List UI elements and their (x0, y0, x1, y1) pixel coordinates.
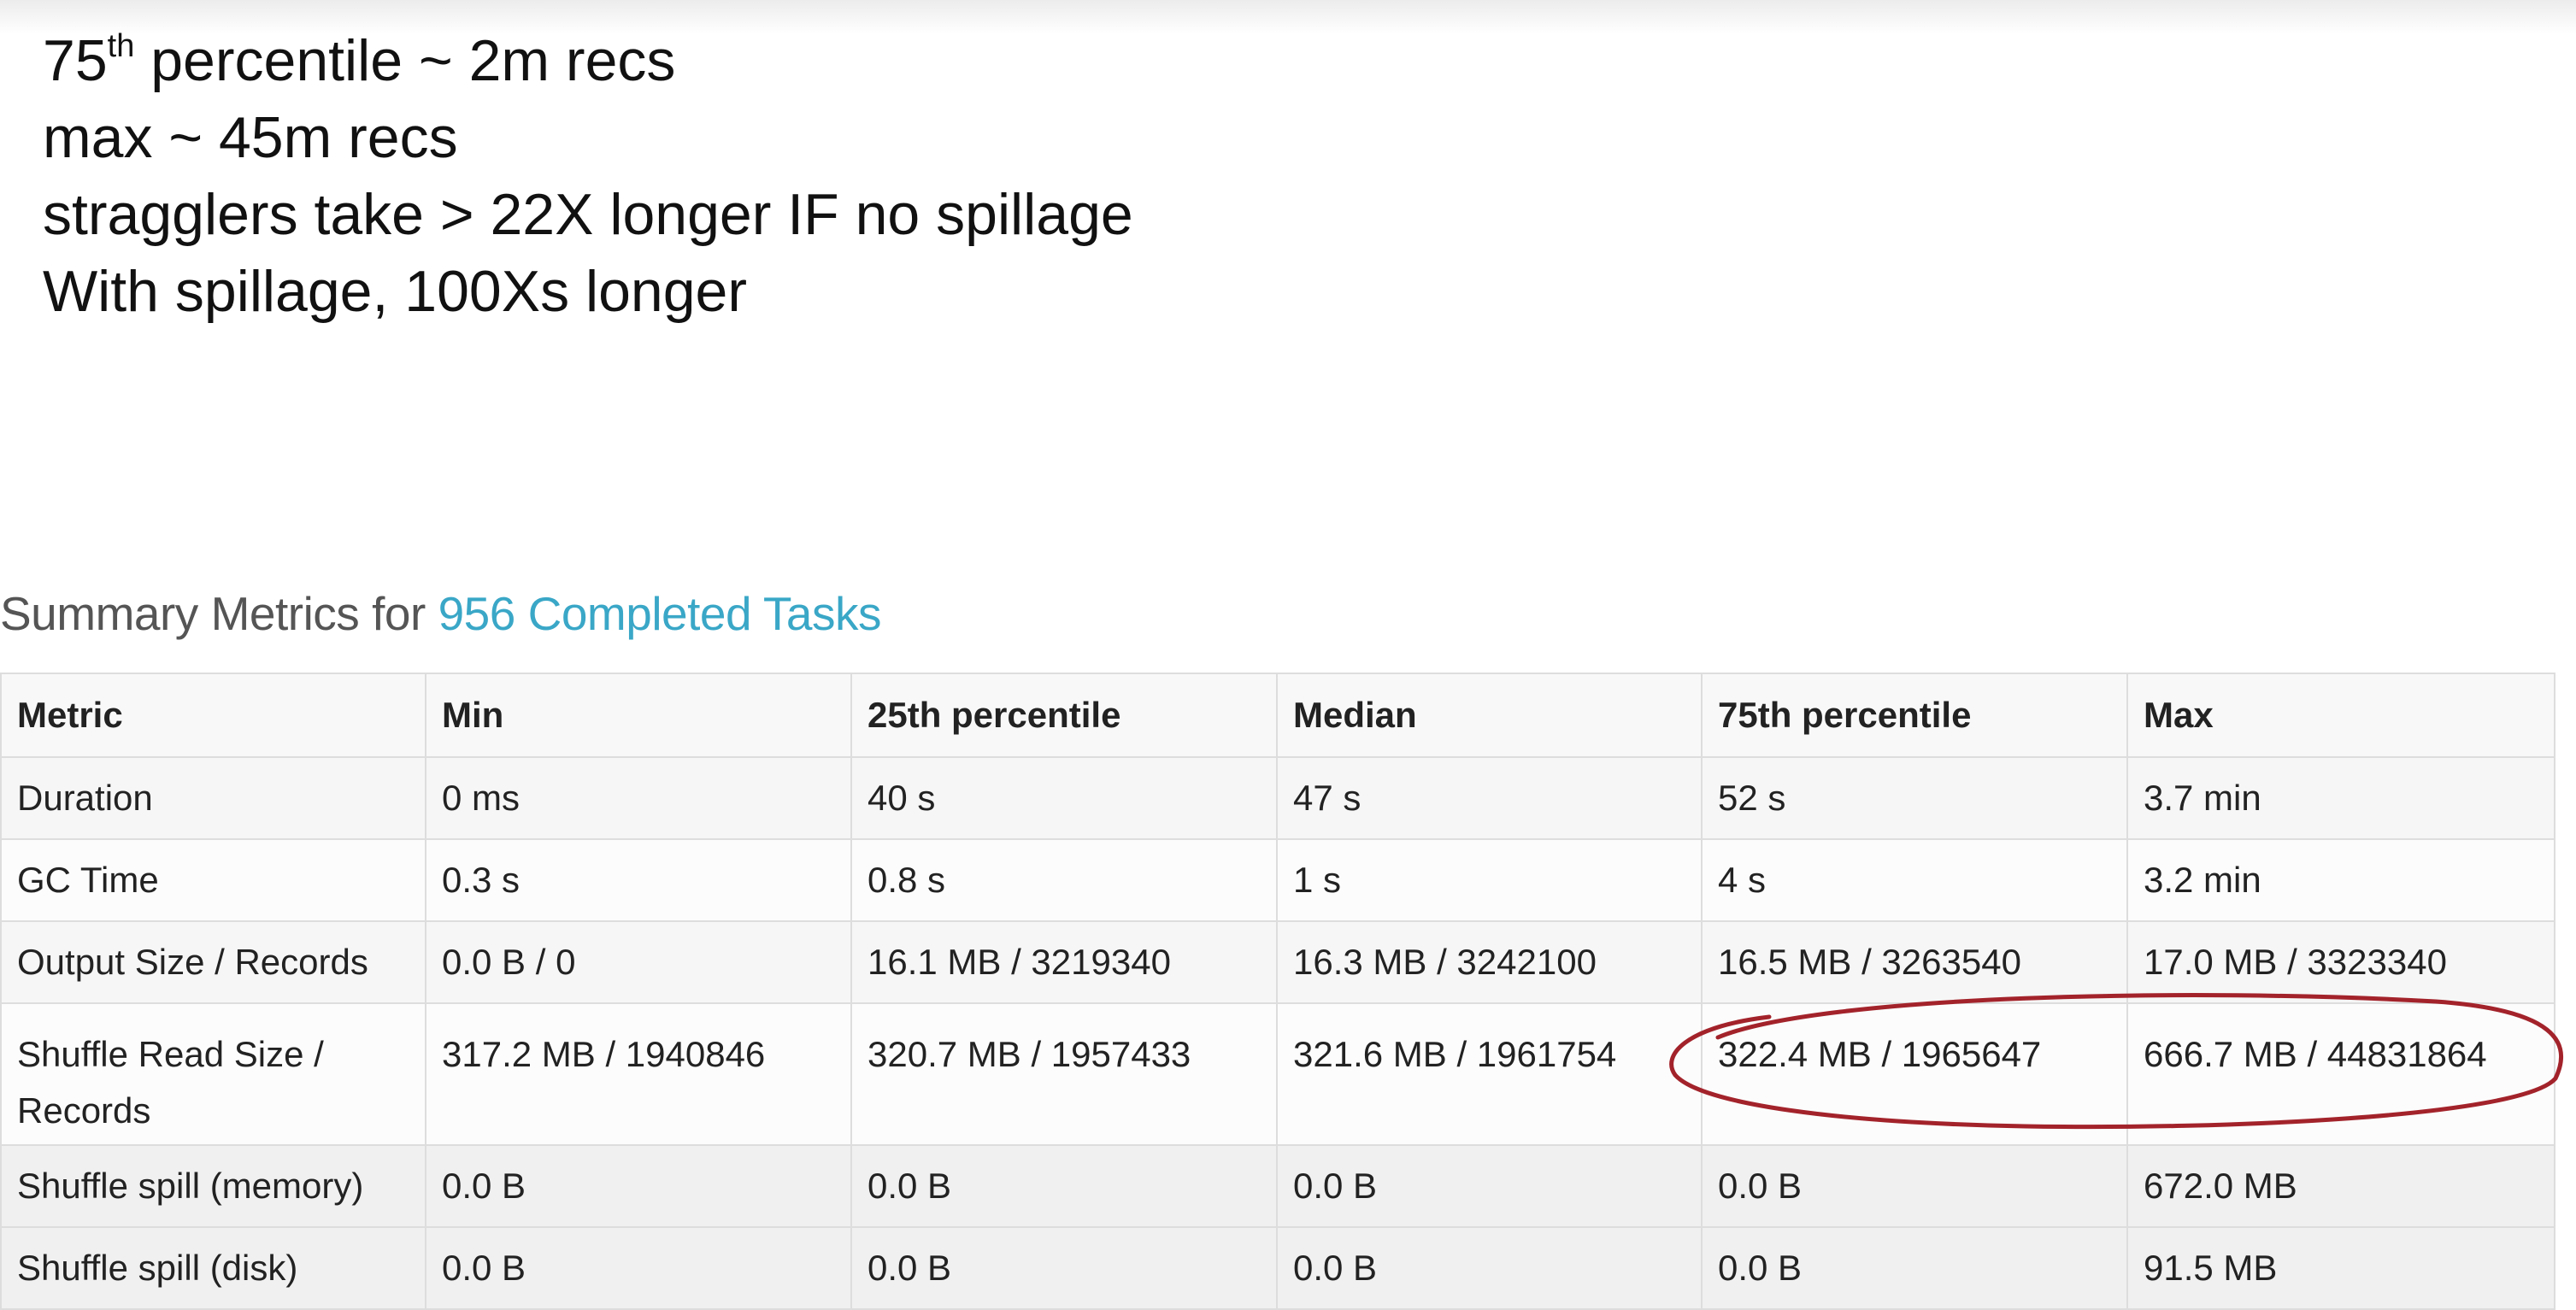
summary-metrics-table: Metric Min 25th percentile Median 75th p… (0, 673, 2555, 1310)
table-cell: 322.4 MB / 1965647 (1701, 1002, 2128, 1146)
table-row: Shuffle Read Size / Records 317.2 MB / 1… (0, 1002, 2555, 1146)
table-cell: 16.5 MB / 3263540 (1701, 920, 2128, 1004)
table-cell: 17.0 MB / 3323340 (2126, 920, 2555, 1004)
superscript: th (107, 28, 135, 65)
table-cell: 672.0 MB (2126, 1144, 2555, 1228)
table-cell: 0.0 B (850, 1226, 1278, 1310)
table-cell: 52 s (1701, 756, 2128, 840)
summary-prefix: Summary Metrics for (0, 587, 438, 640)
header-75th-percentile[interactable]: 75th percentile (1701, 673, 2128, 758)
table-row: GC Time 0.3 s 0.8 s 1 s 4 s 3.2 min (0, 838, 2555, 922)
summary-metrics-table-wrap: Metric Min 25th percentile Median 75th p… (0, 673, 2555, 1310)
table-cell: 0.0 B (425, 1144, 852, 1228)
table-cell: 3.7 min (2126, 756, 2555, 840)
table-cell: 0.3 s (425, 838, 852, 922)
table-cell: 321.6 MB / 1961754 (1276, 1002, 1703, 1146)
table-cell: 16.3 MB / 3242100 (1276, 920, 1703, 1004)
table-cell: 320.7 MB / 1957433 (850, 1002, 1278, 1146)
table-cell: 16.1 MB / 3219340 (850, 920, 1278, 1004)
header-max[interactable]: Max (2126, 673, 2555, 758)
note-line-1: 75th percentile ~ 2m recs (43, 28, 676, 93)
note-line-3: stragglers take > 22X longer IF no spill… (43, 182, 1133, 247)
table-cell: 0.0 B / 0 (425, 920, 852, 1004)
table-cell: 0.0 B (425, 1226, 852, 1310)
table-row: Output Size / Records 0.0 B / 0 16.1 MB … (0, 920, 2555, 1004)
table-row: Shuffle spill (disk) 0.0 B 0.0 B 0.0 B 0… (0, 1226, 2555, 1310)
table-row: Shuffle spill (memory) 0.0 B 0.0 B 0.0 B… (0, 1144, 2555, 1228)
table-cell: 4 s (1701, 838, 2128, 922)
table-cell: 0.8 s (850, 838, 1278, 922)
slide-notes: 75th percentile ~ 2m recs max ~ 45m recs… (43, 22, 1581, 330)
note-line-2: max ~ 45m recs (43, 105, 458, 170)
table-row: Duration 0 ms 40 s 47 s 52 s 3.7 min (0, 756, 2555, 840)
table-cell: 40 s (850, 756, 1278, 840)
note-line-4: With spillage, 100Xs longer (43, 259, 748, 324)
table-cell: 91.5 MB (2126, 1226, 2555, 1310)
table-cell: 666.7 MB / 44831864 (2126, 1002, 2555, 1146)
table-cell: 0 ms (425, 756, 852, 840)
header-25th-percentile[interactable]: 25th percentile (850, 673, 1278, 758)
table-header-row: Metric Min 25th percentile Median 75th p… (0, 673, 2555, 758)
table-cell: 3.2 min (2126, 838, 2555, 922)
top-shade (0, 0, 2576, 34)
metric-cell: Duration (0, 756, 426, 840)
table-cell: 317.2 MB / 1940846 (425, 1002, 852, 1146)
table-cell: 47 s (1276, 756, 1703, 840)
completed-tasks-link[interactable]: 956 Completed Tasks (438, 587, 882, 640)
metric-cell: Shuffle spill (disk) (0, 1226, 426, 1310)
table-cell: 0.0 B (850, 1144, 1278, 1228)
header-min[interactable]: Min (425, 673, 852, 758)
metric-cell: Shuffle spill (memory) (0, 1144, 426, 1228)
metric-cell: Output Size / Records (0, 920, 426, 1004)
summary-heading: Summary Metrics for 956 Completed Tasks (0, 586, 881, 641)
table-cell: 0.0 B (1276, 1226, 1703, 1310)
metric-cell: Shuffle Read Size / Records (0, 1002, 426, 1146)
header-median[interactable]: Median (1276, 673, 1703, 758)
table-cell: 0.0 B (1701, 1144, 2128, 1228)
table-cell: 1 s (1276, 838, 1703, 922)
header-metric[interactable]: Metric (0, 673, 426, 758)
table-cell: 0.0 B (1276, 1144, 1703, 1228)
table-cell: 0.0 B (1701, 1226, 2128, 1310)
metric-cell: GC Time (0, 838, 426, 922)
